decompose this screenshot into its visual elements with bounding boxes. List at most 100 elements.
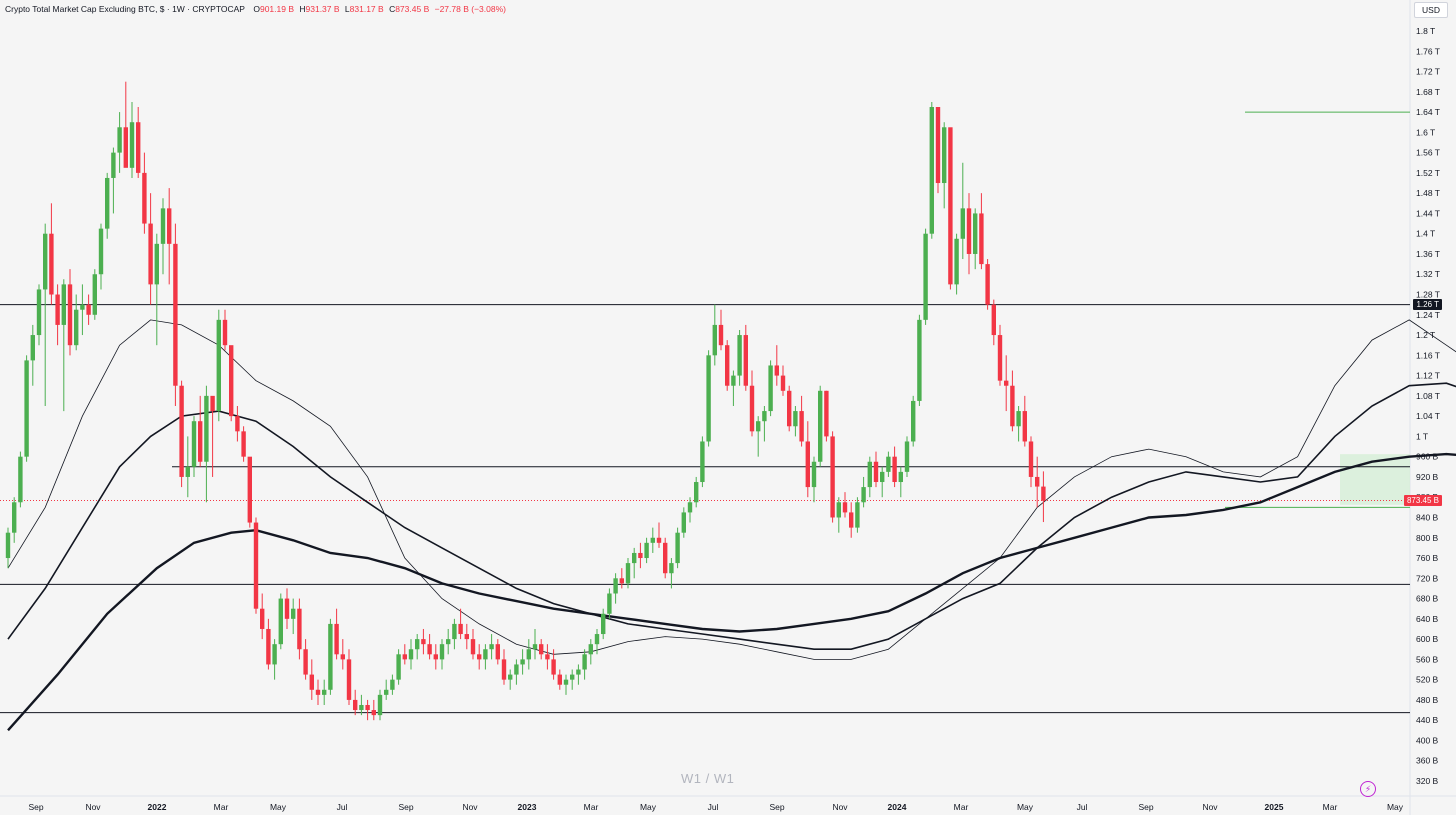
candle-body: [470, 639, 476, 655]
candle-body: [880, 471, 885, 483]
candle-body: [396, 654, 401, 680]
x-tick-label: Sep: [398, 802, 413, 812]
candle-body: [309, 674, 314, 690]
x-tick-label: Mar: [1323, 802, 1338, 812]
candle-body: [700, 441, 705, 483]
candle-body: [439, 644, 445, 660]
time-axis[interactable]: Sep Nov 2022 Mar May Jul Sep Nov 2023 Mar May Jul Se…: [28, 802, 1403, 812]
symbol-title[interactable]: Crypto Total Market Cap Excluding BTC, $…: [5, 4, 245, 14]
candle-body: [656, 537, 662, 543]
candle-body: [92, 274, 97, 315]
candle-body: [663, 542, 668, 574]
y-tick-label: 1.76 T: [1416, 46, 1440, 56]
candle-body: [787, 390, 792, 427]
moving-average-line: [7, 452, 1456, 732]
x-tick-label: Jul: [337, 802, 348, 812]
candle-body: [545, 654, 550, 660]
candle-body: [446, 639, 451, 645]
candle-body: [1016, 411, 1021, 427]
candle-body: [601, 613, 606, 635]
y-tick-label: 800 B: [1416, 533, 1439, 543]
candle-body: [148, 223, 153, 285]
y-tick-label: 600 B: [1416, 634, 1439, 644]
open-value: 901.19 B: [259, 4, 294, 14]
candle-body: [278, 598, 283, 645]
candle-body: [408, 649, 414, 660]
lightning-icon[interactable]: ⚡: [1360, 781, 1376, 797]
y-tick-label: 720 B: [1416, 573, 1439, 583]
candle-body: [520, 659, 525, 665]
candle-body: [117, 127, 122, 153]
candle-body: [167, 208, 172, 244]
open-label: O: [253, 4, 260, 14]
change-value: −27.78 B (−3.08%): [434, 4, 506, 14]
candle-body: [260, 608, 265, 629]
candle-body: [222, 319, 228, 346]
y-tick-label: 1.56 T: [1416, 148, 1440, 158]
candle-body: [675, 532, 680, 564]
candle-body: [526, 649, 531, 660]
x-tick-label: May: [640, 802, 657, 812]
candle-body: [694, 482, 699, 503]
x-tick-label: May: [270, 802, 287, 812]
y-tick-label: 1.36 T: [1416, 249, 1440, 259]
close-value: 873.45 B: [395, 4, 430, 14]
candle-body: [687, 502, 693, 513]
candle-body: [929, 107, 934, 234]
candle-body: [36, 289, 42, 336]
candle-body: [291, 608, 296, 619]
candle-body: [997, 335, 1003, 381]
candle-body: [904, 441, 910, 472]
y-tick-label: 1.2 T: [1416, 330, 1435, 340]
y-tick-label: 1.6 T: [1416, 127, 1435, 137]
horizontal-levels: [0, 304, 1410, 714]
last-price-tag: 873.45 B: [1403, 494, 1442, 506]
y-tick-label: 480 B: [1416, 695, 1439, 705]
candle-body: [966, 208, 972, 254]
x-tick-label: Nov: [462, 802, 478, 812]
candle-body: [477, 654, 482, 660]
candle-body: [954, 238, 959, 285]
x-tick-label: Jul: [708, 802, 719, 812]
close-label: C: [389, 4, 396, 14]
y-tick-label: 1.44 T: [1416, 208, 1440, 218]
x-tick-label: 2023: [518, 802, 537, 812]
candle-body: [297, 608, 302, 650]
candle-body: [960, 208, 965, 239]
y-tick-label: 1.4 T: [1416, 229, 1435, 239]
watermark-text: W1 / W1: [681, 771, 735, 786]
y-tick-label: 680 B: [1416, 594, 1439, 604]
x-tick-label: Nov: [832, 802, 848, 812]
candle-body: [12, 502, 17, 533]
candle-body: [985, 264, 990, 305]
candle-body: [563, 679, 569, 685]
candle-body: [123, 127, 128, 168]
candle-body: [743, 335, 748, 386]
candle-body: [824, 390, 829, 437]
y-tick-label: 920 B: [1416, 472, 1439, 482]
candle-body: [483, 649, 488, 660]
level-price-tag: 1.26 T: [1413, 298, 1442, 310]
candle-body: [179, 385, 184, 477]
x-tick-label: May: [1387, 802, 1404, 812]
candle-body: [991, 304, 996, 336]
candle-body: [501, 659, 507, 680]
currency-button[interactable]: USD: [1414, 2, 1448, 18]
x-tick-label: Sep: [28, 802, 43, 812]
candle-body: [532, 644, 538, 650]
candle-body: [749, 385, 755, 432]
candle-body: [204, 395, 209, 462]
y-tick-label: 1.8 T: [1416, 26, 1435, 36]
candle-body: [731, 375, 736, 386]
candle-body: [1041, 486, 1046, 501]
candle-body: [557, 674, 562, 685]
candle-body: [1035, 476, 1040, 487]
candlesticks: [5, 81, 1046, 721]
candle-body: [619, 578, 624, 584]
high-value: 931.37 B: [305, 4, 340, 14]
moving-averages: [7, 319, 1456, 732]
candle-body: [365, 704, 370, 711]
candle-body: [855, 502, 860, 528]
